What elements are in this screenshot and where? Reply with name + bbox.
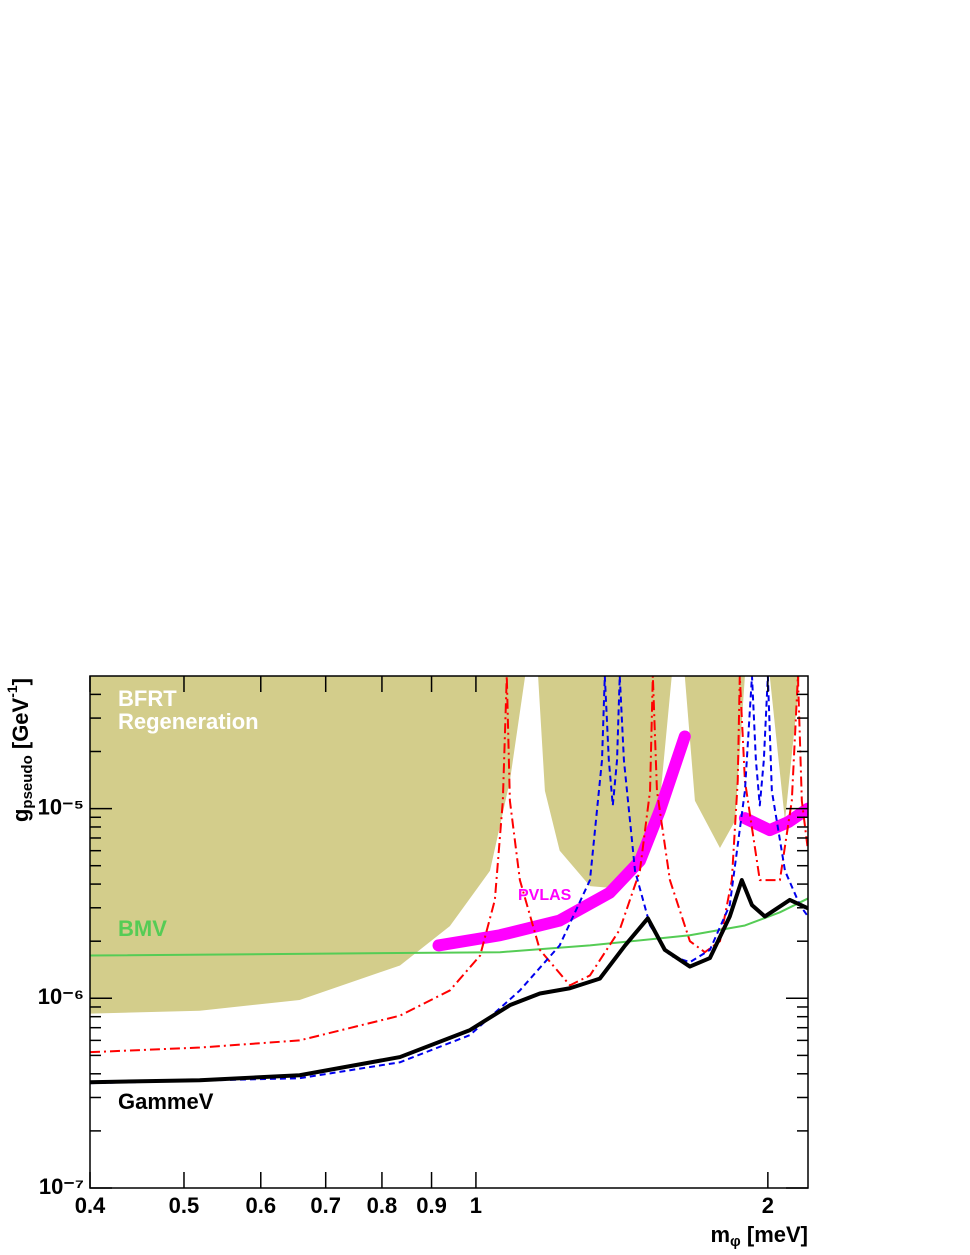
annotation: PVLAS <box>518 887 572 904</box>
x-tick-label: 0.7 <box>310 1193 341 1218</box>
curve <box>432 730 808 952</box>
x-tick-label: 0.9 <box>416 1193 447 1218</box>
y-axis-label-part: ] <box>8 678 33 685</box>
y-tick-label: 10⁻⁶ <box>38 984 84 1009</box>
annotation: BMV <box>118 916 167 941</box>
annotation: BFRT <box>118 686 177 711</box>
y-axis-label-part: g <box>8 809 33 822</box>
curve <box>90 878 808 1085</box>
x-axis-label-part: m <box>710 1222 730 1247</box>
x-tick-label: 0.6 <box>245 1193 276 1218</box>
y-axis-label-part: -1 <box>4 685 20 698</box>
x-tick-label: 0.5 <box>169 1193 200 1218</box>
plot-frame <box>89 675 809 1189</box>
y-axis-label-part: [GeV <box>8 697 33 755</box>
curve <box>90 897 808 957</box>
x-tick-label: 1 <box>470 1193 482 1218</box>
y-axis-label: gpseudo [GeV-1] <box>4 678 36 822</box>
x-axis-label-part: [meV] <box>741 1222 808 1247</box>
x-tick-label: 0.8 <box>367 1193 398 1218</box>
x-tick-label: 0.4 <box>75 1193 106 1218</box>
excluded-region <box>90 676 800 1014</box>
x-axis-label: mφ [meV] <box>710 1222 808 1250</box>
curve <box>90 676 808 1085</box>
annotation: Regeneration <box>118 709 259 734</box>
x-tick-label: 2 <box>762 1193 774 1218</box>
y-tick-label: 10⁻⁷ <box>39 1174 84 1199</box>
annotation: GammeV <box>118 1089 214 1114</box>
plot-area <box>90 676 808 1085</box>
y-tick-label: 10⁻⁵ <box>38 794 84 819</box>
y-axis-label-part: pseudo <box>19 755 36 808</box>
curve <box>90 676 808 1054</box>
x-axis-label-part: φ <box>730 1233 741 1250</box>
axes: 0.4 0.5 0.6 0.7 0.8 0.9 1 2 10⁻⁷ 10⁻⁶ 10⁻⁵ mφ [meV]… <box>4 675 809 1250</box>
